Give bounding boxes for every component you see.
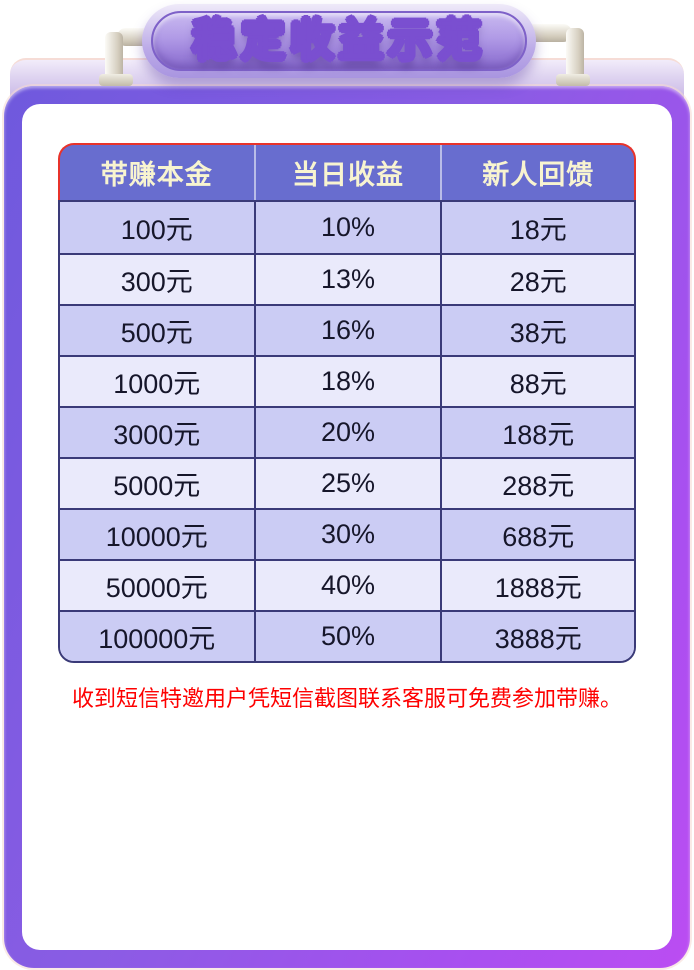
banner-pill-inner: 稳定收益示范 — [151, 11, 527, 71]
cell-principal: 500元 — [120, 318, 193, 348]
income-table: 带赚本金 当日收益 新人回馈 100元 10% 18元 300元 13% 28元… — [58, 143, 636, 663]
banner-pill: 稳定收益示范 — [142, 4, 536, 78]
cell-daily-return: 40% — [253, 561, 441, 610]
cell-principal: 50000元 — [105, 573, 208, 603]
cell-principal: 5000元 — [113, 471, 201, 501]
table-row: 50000元 40% 1888元 — [60, 559, 634, 610]
table-header-row: 带赚本金 当日收益 新人回馈 — [58, 143, 636, 200]
cell-newcomer-bonus: 1888元 — [440, 561, 634, 610]
table-body: 100元 10% 18元 300元 13% 28元 500元 16% 38元 1… — [58, 200, 636, 663]
cell-daily-return: 18% — [253, 357, 441, 406]
sms-invite-note: 收到短信特邀用户凭短信截图联系客服可免费参加带赚。 — [71, 686, 622, 711]
cell-principal: 100000元 — [98, 624, 216, 654]
cell-principal: 3000元 — [113, 420, 201, 450]
col-header-newcomer-bonus: 新人回馈 — [440, 145, 634, 200]
cell-newcomer-bonus: 288元 — [440, 459, 634, 508]
table-row: 500元 16% 38元 — [60, 304, 634, 355]
col-header-principal: 带赚本金 — [100, 160, 213, 190]
table-row: 300元 13% 28元 — [60, 253, 634, 304]
table-row: 1000元 18% 88元 — [60, 355, 634, 406]
pipe-vertical — [105, 32, 123, 76]
cell-newcomer-bonus: 688元 — [440, 510, 634, 559]
cell-principal: 10000元 — [105, 522, 208, 552]
cell-daily-return: 16% — [253, 306, 441, 355]
cell-daily-return: 30% — [253, 510, 441, 559]
cell-principal: 300元 — [120, 267, 193, 297]
cell-principal: 100元 — [120, 215, 193, 245]
table-row: 100000元 50% 3888元 — [60, 610, 634, 661]
cell-daily-return: 13% — [253, 255, 441, 304]
col-header-daily-return: 当日收益 — [253, 145, 441, 200]
pipe-flange — [556, 74, 590, 86]
pipe-connector-right-icon — [528, 16, 590, 86]
pipe-horizontal — [528, 24, 572, 42]
cell-newcomer-bonus: 88元 — [440, 357, 634, 406]
cell-newcomer-bonus: 188元 — [440, 408, 634, 457]
cell-daily-return: 10% — [253, 202, 441, 253]
table-row: 5000元 25% 288元 — [60, 457, 634, 508]
table-row: 3000元 20% 188元 — [60, 406, 634, 457]
cell-principal: 1000元 — [113, 369, 201, 399]
cell-newcomer-bonus: 3888元 — [440, 612, 634, 661]
pipe-flange — [99, 74, 133, 86]
cell-newcomer-bonus: 18元 — [440, 202, 634, 253]
cell-daily-return: 50% — [253, 612, 441, 661]
table-row: 100元 10% 18元 — [60, 202, 634, 253]
pipe-vertical — [566, 28, 584, 76]
table-row: 10000元 30% 688元 — [60, 508, 634, 559]
page-title: 稳定收益示范 — [192, 16, 486, 65]
cell-daily-return: 20% — [253, 408, 441, 457]
cell-newcomer-bonus: 38元 — [440, 306, 634, 355]
cell-daily-return: 25% — [253, 459, 441, 508]
cell-newcomer-bonus: 28元 — [440, 255, 634, 304]
